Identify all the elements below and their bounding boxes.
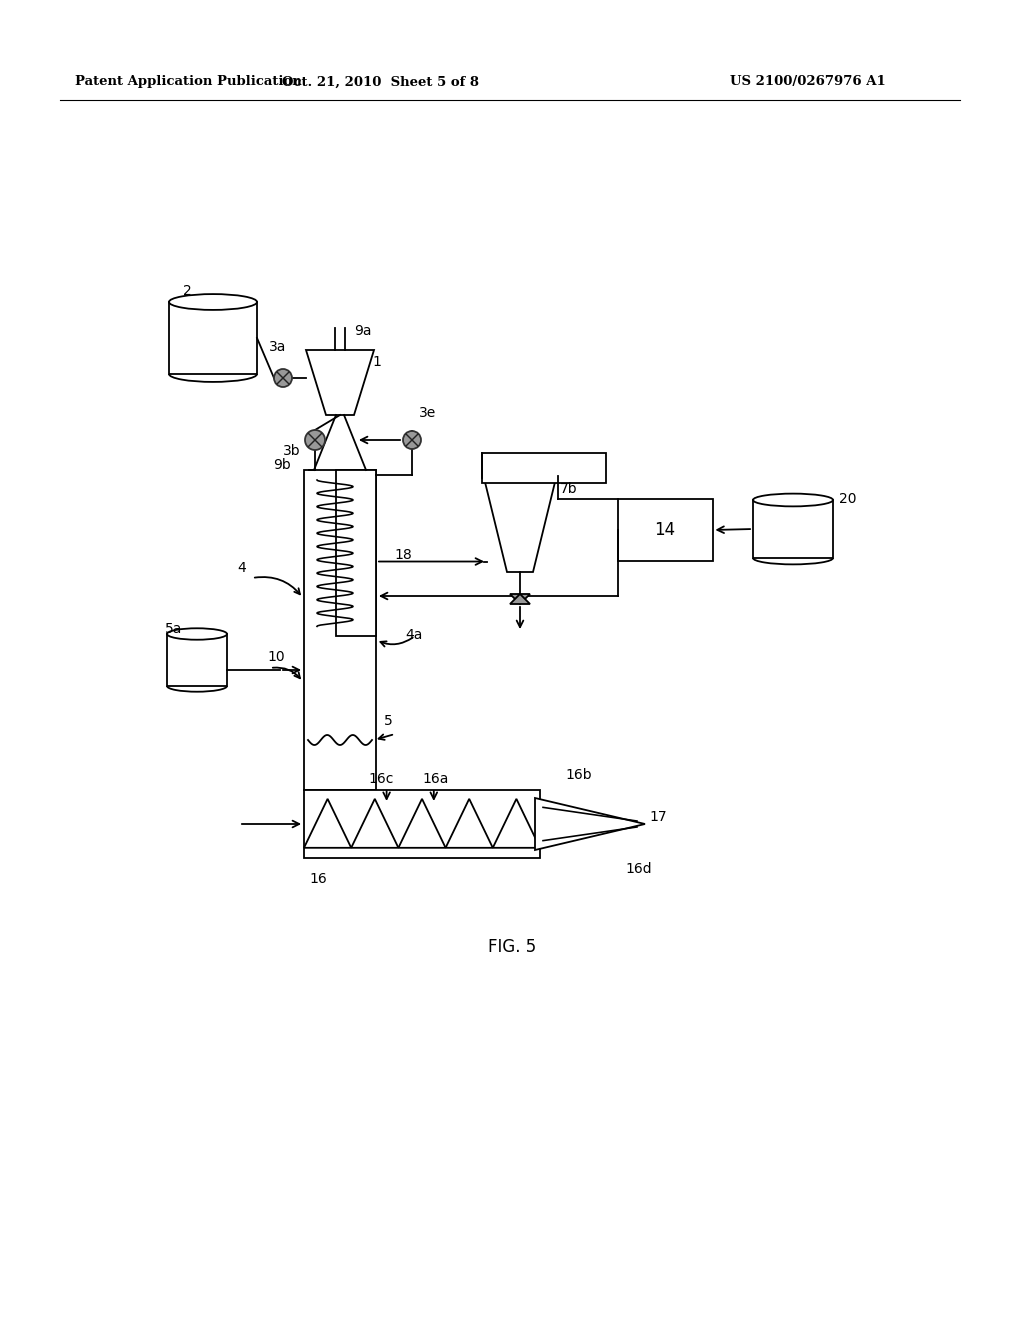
Polygon shape: [351, 799, 398, 847]
Text: 7b: 7b: [560, 482, 578, 496]
Text: 20: 20: [839, 492, 856, 506]
Bar: [753, 500, 833, 558]
Text: 3a: 3a: [269, 341, 287, 354]
Text: 16: 16: [309, 873, 327, 886]
Text: 10: 10: [267, 649, 285, 664]
Text: 4a: 4a: [406, 628, 422, 642]
Polygon shape: [510, 594, 530, 605]
Polygon shape: [398, 799, 445, 847]
Polygon shape: [304, 799, 351, 847]
Bar: [169, 302, 257, 374]
Text: 5a: 5a: [165, 622, 182, 636]
Text: 9a: 9a: [354, 323, 372, 338]
Ellipse shape: [167, 628, 227, 640]
Bar: [304, 789, 540, 858]
Polygon shape: [535, 799, 645, 850]
Ellipse shape: [753, 494, 833, 507]
Text: 14: 14: [654, 521, 676, 539]
Text: 3e: 3e: [419, 407, 436, 420]
Text: Oct. 21, 2010  Sheet 5 of 8: Oct. 21, 2010 Sheet 5 of 8: [282, 75, 478, 88]
Bar: [167, 634, 227, 686]
Text: Patent Application Publication: Patent Application Publication: [75, 75, 302, 88]
Text: FIG. 5: FIG. 5: [487, 939, 537, 956]
Polygon shape: [445, 799, 493, 847]
Polygon shape: [306, 350, 374, 414]
Bar: [337, 470, 376, 636]
Text: 3b: 3b: [283, 444, 301, 458]
Text: 9b: 9b: [273, 458, 291, 473]
Circle shape: [305, 430, 325, 450]
Text: 16c: 16c: [369, 772, 394, 785]
Polygon shape: [484, 478, 556, 572]
Polygon shape: [493, 799, 540, 847]
Text: 5: 5: [384, 714, 393, 729]
Text: US 2100/0267976 A1: US 2100/0267976 A1: [730, 75, 886, 88]
Text: 16b: 16b: [565, 768, 592, 781]
Bar: [617, 499, 713, 561]
Ellipse shape: [169, 294, 257, 310]
Text: 16a: 16a: [423, 772, 449, 785]
Text: 17: 17: [649, 810, 667, 824]
Bar: [482, 453, 606, 483]
Text: 16d: 16d: [625, 862, 651, 876]
Text: 1: 1: [372, 355, 381, 370]
Bar: [304, 470, 376, 789]
Text: 4: 4: [237, 561, 246, 576]
Circle shape: [274, 370, 292, 387]
Circle shape: [403, 432, 421, 449]
Text: 18: 18: [394, 548, 412, 561]
Polygon shape: [510, 594, 530, 605]
Text: 2: 2: [183, 284, 191, 298]
